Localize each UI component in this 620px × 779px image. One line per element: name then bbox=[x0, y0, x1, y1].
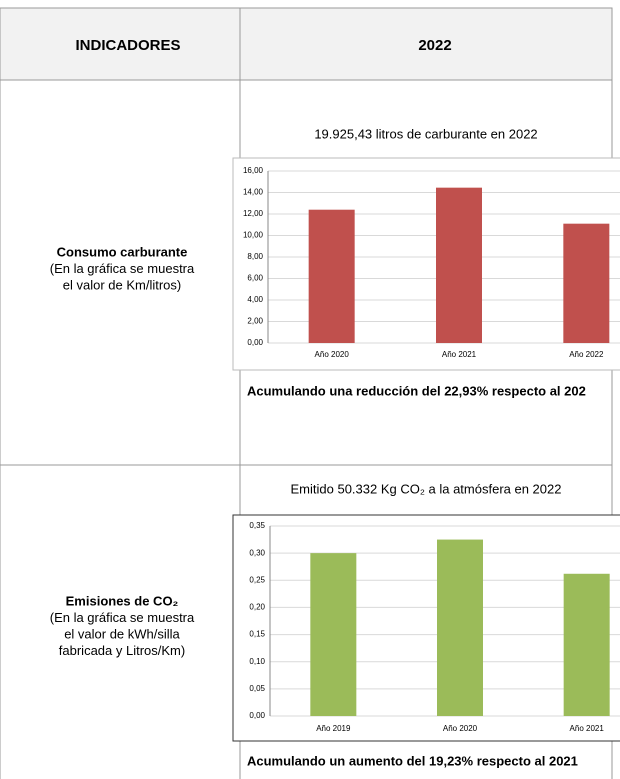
indicator-note: el valor de kWh/silla bbox=[64, 626, 180, 641]
y-tick-label: 0,15 bbox=[249, 630, 265, 639]
y-tick-label: 0,35 bbox=[249, 521, 265, 530]
caption: Acumulando una reducción del 22,93% resp… bbox=[247, 383, 586, 398]
y-tick-label: 4,00 bbox=[247, 295, 263, 304]
y-tick-label: 0,00 bbox=[249, 711, 265, 720]
chart-frame bbox=[232, 514, 620, 742]
x-tick-label: Año 2021 bbox=[442, 350, 477, 359]
chart-title: Emitido 50.332 Kg CO₂ a la atmósfera en … bbox=[291, 481, 562, 496]
bar bbox=[436, 187, 482, 343]
header-row bbox=[0, 7, 613, 81]
caption: Acumulando un aumento del 19,23% respect… bbox=[247, 753, 578, 768]
y-tick-label: 16,00 bbox=[243, 166, 264, 175]
y-tick-label: 2,00 bbox=[247, 317, 263, 326]
y-tick-label: 0,10 bbox=[249, 657, 265, 666]
x-tick-label: Año 2021 bbox=[570, 724, 605, 733]
y-tick-label: 12,00 bbox=[243, 209, 264, 218]
y-tick-label: 0,30 bbox=[249, 548, 265, 557]
indicator-title: Emisiones de CO₂ bbox=[66, 593, 179, 608]
chart-frame bbox=[232, 157, 620, 371]
y-tick-label: 0,20 bbox=[249, 603, 265, 612]
bar bbox=[310, 553, 357, 716]
y-tick-label: 0,25 bbox=[249, 575, 265, 584]
bar bbox=[563, 573, 610, 716]
bar bbox=[437, 539, 483, 716]
y-tick-label: 0,00 bbox=[247, 338, 263, 347]
indicator-note: fabricada y Litros/Km) bbox=[59, 643, 185, 658]
chart-title: 19.925,43 litros de carburante en 2022 bbox=[314, 126, 537, 141]
y-tick-label: 14,00 bbox=[243, 188, 264, 197]
indicator-note: (En la gráfica se muestra bbox=[50, 261, 195, 276]
indicator-title: Consumo carburante bbox=[57, 244, 188, 259]
y-tick-label: 10,00 bbox=[243, 231, 264, 240]
indicator-note: (En la gráfica se muestra bbox=[50, 610, 195, 625]
x-tick-label: Año 2020 bbox=[443, 724, 478, 733]
x-tick-label: Año 2020 bbox=[315, 350, 350, 359]
x-tick-label: Año 2019 bbox=[316, 724, 351, 733]
y-tick-label: 0,05 bbox=[249, 684, 265, 693]
bar bbox=[563, 223, 610, 343]
indicator-note: el valor de Km/litros) bbox=[63, 277, 181, 292]
y-tick-label: 6,00 bbox=[247, 274, 263, 283]
bar bbox=[308, 209, 355, 343]
x-tick-label: Año 2022 bbox=[569, 350, 604, 359]
header-cell: INDICADORES bbox=[75, 37, 180, 54]
header-cell: 2022 bbox=[418, 37, 451, 54]
y-tick-label: 8,00 bbox=[247, 252, 263, 261]
